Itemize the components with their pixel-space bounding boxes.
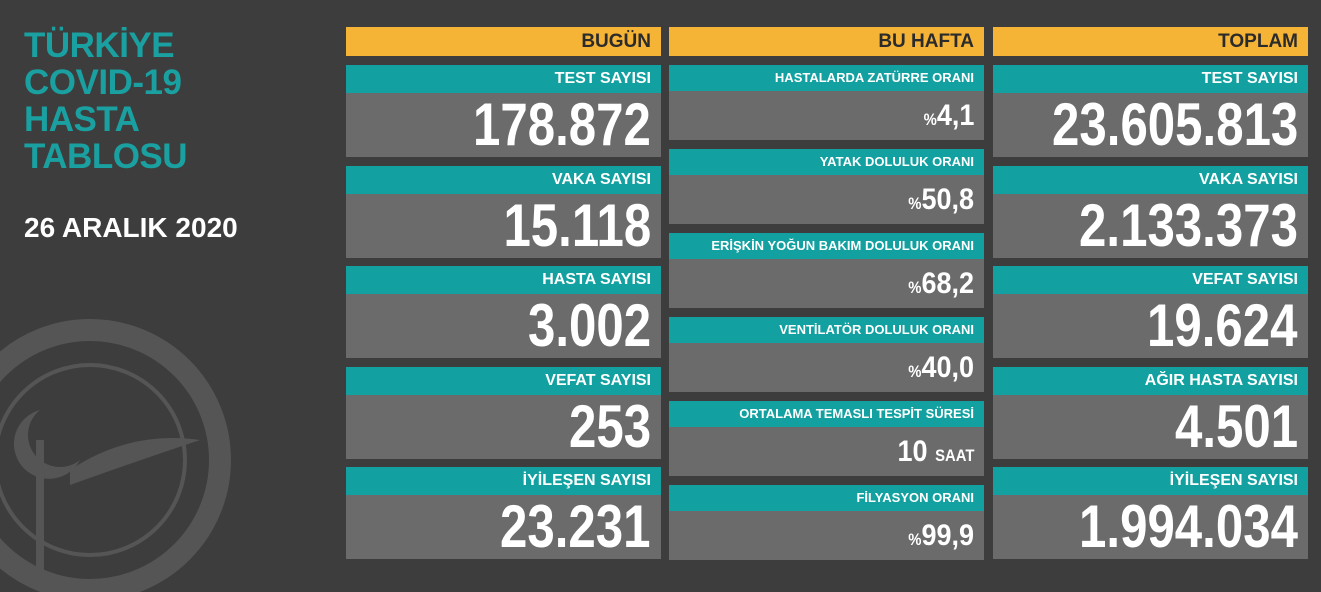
value-text: 23.605.813	[1052, 93, 1298, 157]
item-value: 1.994.034	[993, 495, 1308, 559]
item-value: 253	[346, 392, 661, 460]
title-line: TÜRKİYE	[24, 26, 175, 65]
title-line: HASTA	[24, 100, 140, 139]
value-text: 2.133.373	[1079, 191, 1298, 259]
value: 23.605.813	[1051, 91, 1298, 158]
value: 68,2	[921, 267, 974, 300]
item-value: %40,0	[669, 343, 984, 392]
item-label: FİLYASYON ORANI	[669, 485, 984, 511]
item-value: 23.605.813	[993, 93, 1308, 157]
item-value: 19.624	[993, 294, 1308, 358]
item-value: 23.231	[346, 495, 661, 559]
value-text: 4.501	[1174, 392, 1298, 460]
value-text: 23.231	[501, 495, 651, 559]
value-text: %40,0	[908, 343, 974, 397]
value: 15.118	[503, 191, 651, 259]
item-label: ERİŞKİN YOĞUN BAKIM DOLULUK ORANI	[669, 233, 984, 259]
value-text: 10 SAAT	[897, 427, 974, 481]
value-text: %99,9	[908, 511, 974, 565]
value-text: %68,2	[908, 259, 974, 313]
value-text: 3.002	[528, 294, 651, 358]
value-text: %50,8	[908, 175, 974, 229]
prefix: %	[908, 363, 922, 381]
value: 99,9	[921, 519, 974, 552]
value-text: 253	[568, 392, 651, 460]
value-text: 19.624	[1148, 294, 1298, 358]
value: 3.002	[527, 292, 651, 359]
item-label: YATAK DOLULUK ORANI	[669, 149, 984, 175]
title-line: COVID-19	[24, 63, 182, 102]
item-label: HASTA SAYISI	[346, 266, 661, 294]
value: 23.231	[500, 493, 651, 560]
item-label: TEST SAYISI	[993, 65, 1308, 93]
value-text: 178.872	[473, 93, 651, 157]
prefix: %	[923, 111, 937, 129]
suffix: SAAT	[934, 447, 974, 465]
value-text: 15.118	[503, 191, 651, 259]
item-value: %68,2	[669, 259, 984, 308]
value: 2.133.373	[1079, 191, 1298, 259]
item-label: İYİLEŞEN SAYISI	[346, 467, 661, 495]
date: 26 ARALIK 2020	[24, 212, 238, 243]
item-value: 4.501	[993, 392, 1308, 460]
item-label: TEST SAYISI	[346, 65, 661, 93]
item-label: VENTİLATÖR DOLULUK ORANI	[669, 317, 984, 343]
value: 50,8	[921, 183, 974, 216]
title-line: TABLOSU	[24, 137, 188, 176]
item-label: VEFAT SAYISI	[346, 366, 661, 395]
value: 4,1	[936, 99, 974, 132]
item-value: %4,1	[669, 91, 984, 140]
item-label: ORTALAMA TEMASLI TESPİT SÜRESİ	[669, 401, 984, 427]
item-label: AĞIR HASTA SAYISI	[993, 366, 1308, 395]
item-label: VAKA SAYISI	[993, 165, 1308, 194]
item-value: 15.118	[346, 191, 661, 259]
item-label: VAKA SAYISI	[346, 165, 661, 194]
item-value: 178.872	[346, 93, 661, 157]
value: 10	[897, 435, 928, 468]
item-value: 3.002	[346, 294, 661, 358]
value: 178.872	[473, 91, 651, 158]
item-value: %99,9	[669, 511, 984, 560]
item-label: VEFAT SAYISI	[993, 266, 1308, 294]
value-text: %4,1	[923, 91, 974, 145]
value: 40,0	[921, 351, 974, 384]
item-label: İYİLEŞEN SAYISI	[993, 467, 1308, 495]
value: 19.624	[1147, 292, 1298, 359]
value-text: 1.994.034	[1079, 495, 1298, 559]
item-value: 10 SAAT	[669, 427, 984, 476]
column-header: BUGÜN	[346, 27, 661, 56]
prefix: %	[908, 531, 922, 549]
prefix: %	[908, 195, 922, 213]
emblem	[0, 319, 231, 592]
column-header: TOPLAM	[993, 27, 1308, 56]
item-value: %50,8	[669, 175, 984, 224]
item-label: HASTALARDA ZATÜRRE ORANI	[669, 65, 984, 91]
value: 253	[568, 392, 651, 460]
value: 1.994.034	[1079, 493, 1298, 560]
prefix: %	[908, 279, 922, 297]
value: 4.501	[1174, 392, 1298, 460]
item-value: 2.133.373	[993, 191, 1308, 259]
column-header: BU HAFTA	[669, 27, 984, 56]
